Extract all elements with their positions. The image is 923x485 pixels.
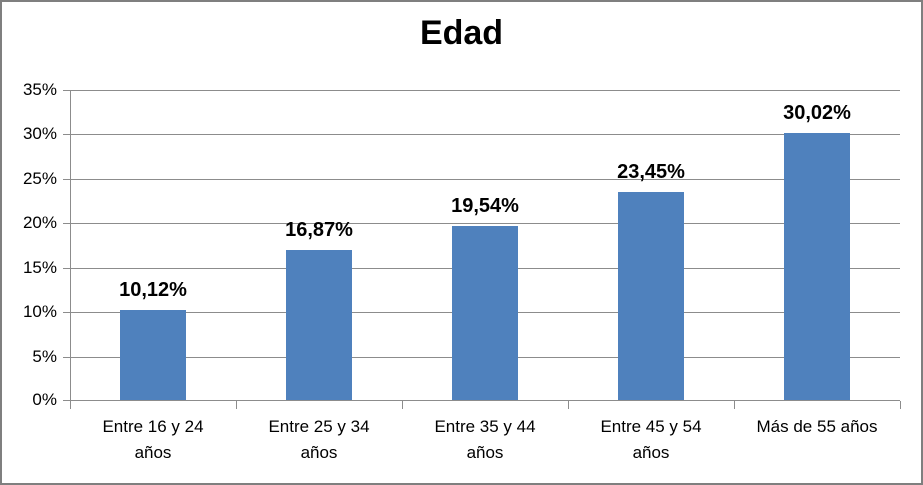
x-category-label: Entre 25 y 34 años [268, 417, 370, 462]
x-category-label: Entre 35 y 44 años [434, 417, 536, 462]
gridline [70, 179, 900, 180]
y-tick-label: 20% [22, 213, 57, 232]
chart-title: Edad [419, 14, 504, 52]
bar-data-label: 30,02% [783, 102, 851, 124]
plot-area: 10,12% Entre 16 y 24 años 16,87% Entre 25 y… [63, 90, 901, 462]
x-axis-tick [236, 401, 237, 409]
bar-data-label: 16,87% [285, 219, 353, 241]
y-axis-tick [63, 268, 70, 269]
gridline [70, 134, 900, 135]
x-axis-tick [734, 401, 735, 409]
bar [618, 192, 684, 400]
y-tick-label: 5% [32, 347, 57, 366]
x-category-label: Más de 55 años [756, 417, 878, 436]
x-axis-tick [900, 401, 901, 409]
y-tick-label: 10% [22, 302, 57, 321]
x-axis-tick [568, 401, 569, 409]
y-axis-tick [63, 223, 70, 224]
x-axis-tick [70, 401, 71, 409]
bar-data-label: 10,12% [119, 279, 187, 301]
x-category-label: Entre 45 y 54 años [600, 417, 702, 462]
gridline [70, 223, 900, 224]
gridline [70, 90, 900, 91]
y-tick-label: 25% [22, 169, 57, 188]
y-tick-label: 15% [22, 258, 57, 277]
bar [120, 310, 186, 400]
bar [784, 133, 850, 400]
y-axis-line [70, 90, 71, 401]
bar [452, 226, 518, 400]
y-axis-tick [63, 134, 70, 135]
x-axis-line [70, 400, 900, 401]
x-axis-tick [402, 401, 403, 409]
y-axis-tick [63, 312, 70, 313]
bar-data-label: 23,45% [617, 161, 685, 183]
y-axis-tick [63, 400, 70, 401]
y-axis-tick [63, 90, 70, 91]
bar-data-label: 19,54% [451, 195, 519, 217]
y-tick-label: 30% [22, 124, 57, 143]
y-axis-tick [63, 357, 70, 358]
x-category-label: Entre 16 y 24 años [102, 417, 204, 462]
y-tick-label: 35% [22, 80, 57, 99]
y-axis-tick [63, 179, 70, 180]
y-tick-label: 0% [32, 390, 57, 409]
bar [286, 250, 352, 400]
